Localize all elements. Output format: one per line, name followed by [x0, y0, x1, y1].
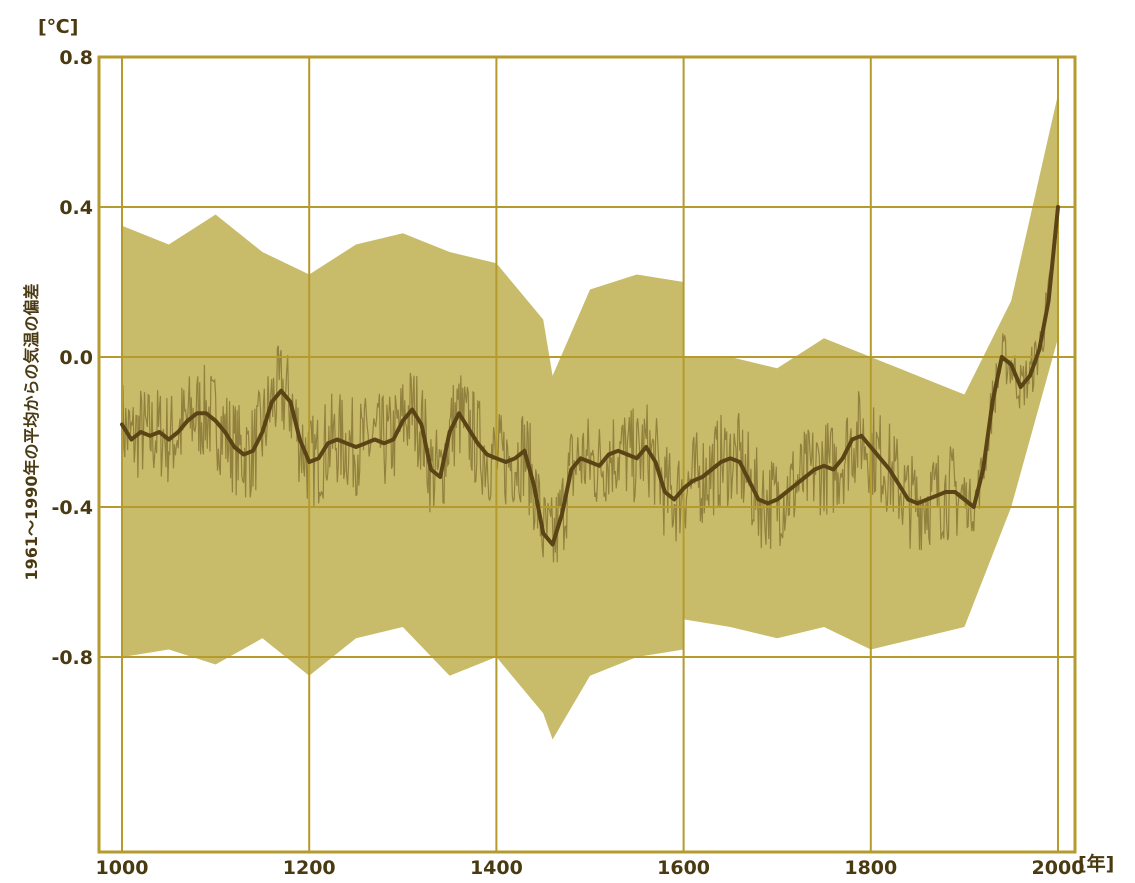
- x-tick-label: 1200: [283, 857, 336, 879]
- tick-label-layer: 1000 1200 1400 1600 1800 2000 0.8 0.4 0.0 -0.4 -0.…: [51, 47, 1084, 879]
- y-tick-label: -0.4: [51, 497, 93, 519]
- y-tick-label: -0.8: [51, 647, 93, 669]
- smoothed-series-line: [120, 205, 1060, 547]
- uncertainty-band-layer: [122, 94, 1058, 740]
- y-tick-label: 0.4: [59, 197, 93, 219]
- y-tick-label: 0.0: [59, 347, 93, 369]
- annual-series-line: [121, 202, 1059, 563]
- x-tick-label: 1600: [657, 857, 710, 879]
- annual-series-layer: [121, 202, 1059, 563]
- x-tick-label: 1800: [844, 857, 897, 879]
- x-tick-label: 2000: [1032, 857, 1085, 879]
- smoothed-series-layer: [120, 205, 1060, 547]
- y-axis-label: 1961～1990年の平均からの気温の偏差: [22, 283, 41, 580]
- x-unit-label: [年]: [1078, 852, 1114, 875]
- y-tick-label: 0.8: [59, 47, 93, 69]
- y-unit-label: [℃]: [38, 16, 78, 38]
- plot-frame: [97, 55, 1077, 854]
- uncertainty-band: [122, 94, 1058, 740]
- x-tick-label: 1000: [96, 857, 149, 879]
- x-tick-label: 1400: [470, 857, 523, 879]
- grid-layer: [97, 55, 1077, 854]
